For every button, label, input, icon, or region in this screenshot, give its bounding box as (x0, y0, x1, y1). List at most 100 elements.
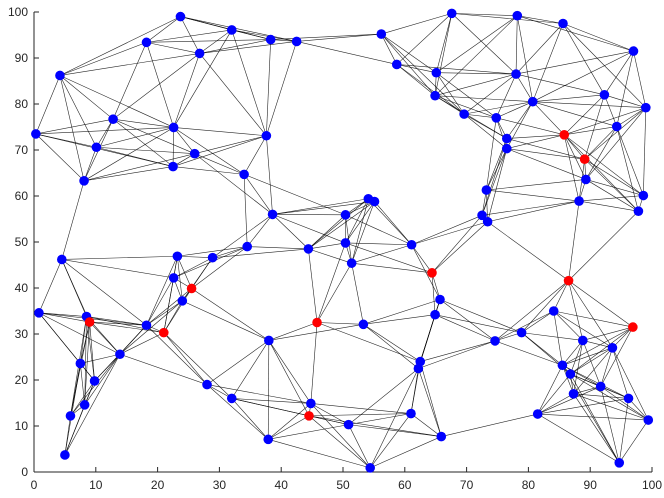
blue-node-point (75, 358, 86, 369)
network-edge (310, 403, 371, 469)
blue-node-point (175, 11, 186, 22)
network-edge (568, 280, 634, 328)
network-edge (268, 324, 364, 341)
network-edge (345, 242, 433, 274)
network-edge (89, 321, 164, 333)
network-edge (487, 221, 569, 281)
network-edge (418, 340, 496, 369)
y-tick-label: 40 (15, 281, 29, 295)
network-edge (515, 73, 533, 102)
blue-node-point (115, 349, 125, 360)
network-edge (568, 280, 584, 341)
network-edge (268, 415, 310, 440)
network-edge (532, 23, 564, 102)
network-edge (317, 322, 364, 325)
blue-node-point (638, 190, 649, 201)
network-edge (570, 373, 649, 421)
network-edge (600, 386, 649, 421)
network-edge (568, 201, 580, 281)
network-edge (38, 312, 90, 323)
network-edge (38, 259, 63, 313)
network-edge (537, 373, 571, 415)
blue-node-point (501, 133, 512, 144)
y-tick-label: 70 (15, 143, 29, 157)
network-edge (308, 415, 442, 437)
network-edge (310, 403, 412, 414)
network-edge (244, 174, 346, 216)
blue-node-point (264, 335, 274, 346)
network-edge (146, 42, 200, 54)
y-tick-label: 30 (15, 327, 29, 341)
blue-node-point (306, 398, 316, 409)
network-edge (570, 373, 620, 463)
blue-node-point (527, 96, 538, 107)
blue-node-point (261, 130, 272, 141)
network-edge (562, 365, 620, 463)
network-edge (348, 424, 371, 468)
network-edge (61, 255, 178, 260)
blue-node-point (477, 210, 487, 221)
network-edge (345, 201, 375, 216)
blue-node-point (265, 34, 276, 45)
blue-node-point (491, 113, 502, 123)
network-edge (351, 263, 364, 325)
network-edge (616, 126, 639, 212)
network-edge (268, 322, 318, 341)
blue-node-point (581, 174, 591, 185)
network-edge (568, 210, 639, 281)
network-edge (191, 288, 270, 341)
network-edge (600, 347, 613, 387)
network-edge (584, 126, 617, 160)
network-edge (486, 190, 488, 222)
network-edge (64, 363, 81, 456)
network-edge (562, 347, 613, 366)
blue-node-point (226, 25, 237, 35)
network-edge (435, 314, 522, 333)
network-edge (173, 127, 267, 137)
blue-node-point (633, 206, 644, 216)
red-node-point (563, 275, 574, 286)
network-edge (553, 310, 563, 366)
network-edge (496, 101, 533, 119)
network-edge (146, 29, 232, 43)
network-edge (562, 340, 584, 366)
blue-node-point (358, 319, 369, 330)
network-edge (309, 413, 411, 417)
network-edge (348, 424, 442, 437)
network-edge (268, 403, 312, 440)
network-edge (146, 277, 174, 326)
network-edge (199, 53, 267, 136)
network-edge (506, 101, 533, 139)
network-edge (612, 347, 629, 399)
edge-layer (35, 13, 649, 469)
network-edge (381, 13, 452, 35)
network-edge (562, 23, 605, 95)
network-edge (146, 325, 208, 385)
network-edge (582, 340, 613, 349)
network-edge (570, 347, 613, 375)
network-edge (35, 127, 174, 135)
network-edge (59, 75, 97, 148)
x-tick-label: 70 (460, 478, 474, 492)
network-edge (173, 257, 213, 279)
network-edge (439, 299, 496, 342)
network-edge (633, 51, 647, 108)
network-edge (83, 153, 195, 182)
blue-node-point (340, 238, 351, 248)
network-edge (180, 16, 297, 42)
blue-node-point (168, 161, 178, 172)
network-edge (308, 214, 346, 250)
blue-node-point (614, 458, 625, 468)
network-edge (89, 322, 95, 381)
blue-node-point (406, 239, 417, 250)
red-node-point (158, 327, 169, 338)
network-edge (212, 246, 248, 258)
blue-node-point (512, 10, 523, 21)
blue-node-point (482, 216, 493, 227)
network-edge (70, 380, 95, 417)
blue-node-point (369, 196, 380, 207)
network-edge (59, 75, 85, 181)
network-edge (96, 146, 174, 167)
network-edge (487, 148, 508, 222)
network-edge (486, 179, 586, 191)
